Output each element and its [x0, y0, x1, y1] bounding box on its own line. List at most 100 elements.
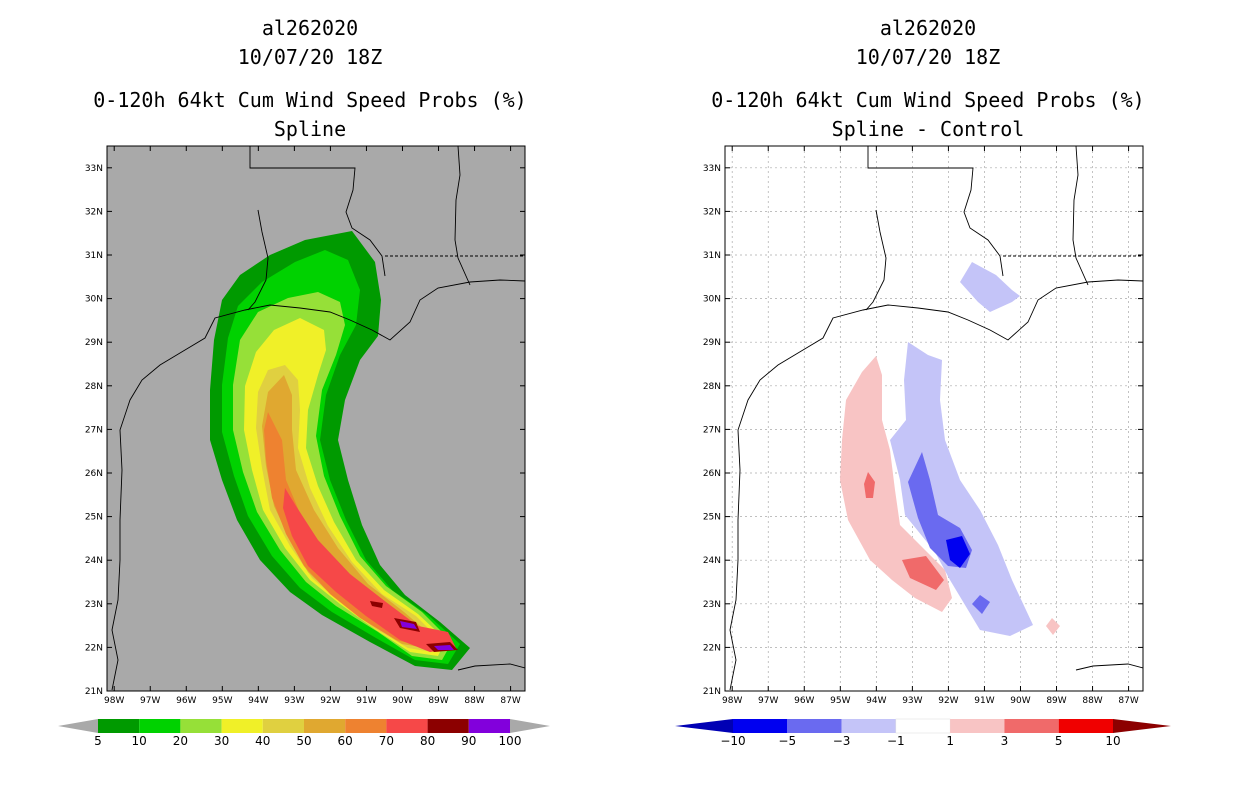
right-colorbar-label: −10 — [720, 734, 745, 748]
lon-label: 94W — [248, 696, 268, 706]
right-colorbar: −10 −5 −3 −1 1 3 5 10 — [675, 718, 1171, 748]
lat-label: 31N — [703, 251, 721, 261]
right-colorbar-label: −5 — [778, 734, 796, 748]
right-coastline — [729, 146, 1143, 691]
right-colorbar-box — [733, 719, 788, 733]
left-colorbar: 5 10 20 30 40 50 60 70 80 90 100 — [58, 719, 550, 748]
lat-label: 24N — [703, 556, 721, 566]
lat-label: 25N — [85, 513, 103, 523]
lon-label: 87W — [500, 696, 520, 706]
right-diff-pos-3b — [902, 556, 944, 590]
lon-label: 95W — [830, 696, 850, 706]
lon-label: 90W — [1010, 696, 1030, 706]
right-diff-neg-1b — [960, 262, 1020, 312]
left-colorbar-label: 90 — [461, 734, 476, 748]
lat-label: 26N — [703, 469, 721, 479]
lat-label: 29N — [85, 338, 103, 348]
left-colorbar-under-triangle — [58, 719, 98, 733]
lat-label: 28N — [703, 382, 721, 392]
right-diff-pos-1b — [1046, 618, 1060, 635]
right-colorbar-box — [895, 718, 951, 734]
lat-label: 23N — [85, 600, 103, 610]
left-coastline — [111, 146, 525, 691]
lon-label: 94W — [866, 696, 886, 706]
lat-label: 24N — [85, 556, 103, 566]
lon-label: 92W — [320, 696, 340, 706]
lat-label: 32N — [703, 207, 721, 217]
left-colorbar-label: 30 — [214, 734, 229, 748]
left-colorbar-box — [180, 719, 222, 733]
lat-label: 26N — [85, 469, 103, 479]
left-map: 98W 97W 96W 95W 94W 93W 92W 91W 90W 89W 88W 87W 21N… — [85, 145, 526, 706]
lat-label: 21N — [703, 687, 721, 697]
lon-label: 89W — [428, 696, 448, 706]
left-colorbar-box — [468, 719, 510, 733]
lat-label: 33N — [703, 164, 721, 174]
right-subtitle: Spline - Control — [831, 117, 1025, 141]
left-lat-ticks: 21N 22N 23N 24N 25N 26N 27N 28N 29N 30N 31N 32N 33N — [85, 164, 525, 697]
right-diff-neg-1 — [890, 342, 1033, 636]
left-colorbar-label: 70 — [379, 734, 394, 748]
lon-label: 95W — [212, 696, 232, 706]
left-colorbar-box — [345, 719, 387, 733]
left-subtitle: Spline — [273, 117, 347, 141]
lon-label: 92W — [938, 696, 958, 706]
left-prob-90 — [400, 621, 417, 629]
left-colorbar-label: 10 — [132, 734, 147, 748]
right-colorbar-label: −3 — [833, 734, 851, 748]
left-colorbar-box — [139, 719, 181, 733]
lon-label: 91W — [974, 696, 994, 706]
lat-label: 32N — [85, 207, 103, 217]
lon-label: 98W — [722, 696, 742, 706]
right-storm-id: al262020 — [879, 16, 977, 40]
lon-label: 93W — [284, 696, 304, 706]
left-colorbar-label: 20 — [173, 734, 188, 748]
left-map-frame — [106, 145, 526, 692]
left-storm-id: al262020 — [261, 16, 359, 40]
left-product: 0-120h 64kt Cum Wind Speed Probs (%) — [93, 88, 527, 112]
left-colorbar-over-triangle — [510, 719, 550, 733]
lon-label: 87W — [1118, 696, 1138, 706]
left-colorbar-box — [221, 719, 263, 733]
lon-label: 90W — [392, 696, 412, 706]
lon-label: 96W — [176, 696, 196, 706]
lat-label: 30N — [703, 295, 721, 305]
left-colorbar-box — [427, 719, 469, 733]
lat-label: 27N — [85, 425, 103, 435]
right-diff-pos-1 — [840, 356, 952, 612]
right-colorbar-label: 3 — [1001, 734, 1009, 748]
left-colorbar-box — [98, 719, 140, 733]
left-map-title: al262020 10/07/20 18Z 0-120h 64kt Cum Wi… — [60, 14, 560, 144]
left-prob-80c — [370, 601, 383, 608]
right-colorbar-label: −1 — [887, 734, 905, 748]
right-colorbar-box — [787, 719, 842, 733]
lon-label: 98W — [104, 696, 124, 706]
right-colorbar-box — [950, 719, 1005, 733]
right-colorbar-under-triangle — [675, 719, 733, 733]
right-gridlines — [725, 146, 1143, 692]
right-diff-neg-5 — [946, 536, 970, 568]
left-colorbar-label: 100 — [499, 734, 522, 748]
left-colorbar-label: 40 — [255, 734, 270, 748]
left-colorbar-label: 5 — [94, 734, 102, 748]
right-datetime: 10/07/20 18Z — [855, 45, 1001, 69]
right-diff-neg-3b — [972, 595, 990, 614]
left-colorbar-box — [304, 719, 346, 733]
left-colorbar-label: 60 — [338, 734, 353, 748]
right-colorbar-label: 5 — [1055, 734, 1063, 748]
right-colorbar-box — [1004, 719, 1059, 733]
lat-label: 27N — [703, 425, 721, 435]
left-colorbar-label: 80 — [420, 734, 435, 748]
lat-label: 29N — [703, 338, 721, 348]
right-map-frame — [724, 145, 1144, 692]
lat-label: 21N — [85, 687, 103, 697]
right-colorbar-over-triangle — [1113, 719, 1171, 733]
lon-label: 93W — [902, 696, 922, 706]
lon-label: 88W — [464, 696, 484, 706]
left-prob-90b — [434, 645, 454, 650]
left-colorbar-label: 50 — [296, 734, 311, 748]
lat-label: 25N — [703, 513, 721, 523]
right-colorbar-label: 10 — [1105, 734, 1120, 748]
lon-label: 91W — [356, 696, 376, 706]
